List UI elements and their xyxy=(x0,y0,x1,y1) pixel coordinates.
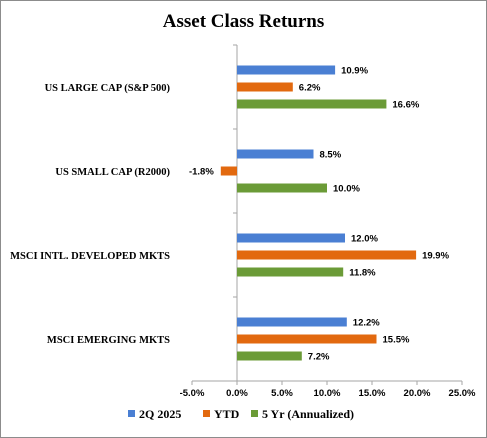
data-label: -1.8% xyxy=(189,167,214,178)
value-tick-label: 20.0% xyxy=(404,388,431,399)
legend-swatch xyxy=(128,410,135,417)
data-label: 19.9% xyxy=(422,251,449,262)
data-label: 12.2% xyxy=(353,318,380,329)
bar xyxy=(237,334,377,344)
chart-title: Asset Class Returns xyxy=(163,11,325,32)
value-tick-label: -5.0% xyxy=(180,388,205,399)
legend-swatch xyxy=(251,410,258,417)
bar xyxy=(237,317,347,327)
legend: 2Q 2025 YTD 5 Yr (Annualized) xyxy=(128,407,354,421)
data-label: 15.5% xyxy=(383,335,410,346)
data-label: 12.0% xyxy=(351,234,378,245)
bar xyxy=(237,250,417,260)
value-tick-label: 15.0% xyxy=(359,388,386,399)
legend-label: 2Q 2025 xyxy=(139,407,181,421)
bar xyxy=(237,149,314,159)
category-label: MSCI INTL. DEVELOPED MKTS xyxy=(10,251,170,262)
legend-label: 5 Yr (Annualized) xyxy=(262,407,354,421)
legend-swatch xyxy=(203,410,210,417)
data-label: 7.2% xyxy=(308,352,330,363)
bar xyxy=(237,99,387,109)
bar xyxy=(237,351,302,361)
bar xyxy=(237,65,336,75)
bar xyxy=(237,267,344,277)
legend-label: YTD xyxy=(214,407,240,421)
value-tick-label: 10.0% xyxy=(314,388,341,399)
data-label: 10.9% xyxy=(341,66,368,77)
plot-area: US LARGE CAP (S&P 500) 10.9% 6.2% 16.6% US S… xyxy=(10,44,476,399)
bar xyxy=(237,82,293,92)
bar xyxy=(237,233,345,243)
data-label: 16.6% xyxy=(392,100,419,111)
bar xyxy=(237,183,327,193)
value-tick-label: 0.0% xyxy=(226,388,248,399)
bar xyxy=(220,166,237,176)
data-label: 10.0% xyxy=(333,184,360,195)
category-label: US SMALL CAP (R2000) xyxy=(55,167,170,178)
data-label: 8.5% xyxy=(320,150,342,161)
category-label: MSCI EMERGING MKTS xyxy=(47,335,170,346)
value-tick-label: 5.0% xyxy=(271,388,293,399)
value-tick-label: 25.0% xyxy=(449,388,476,399)
data-label: 6.2% xyxy=(299,83,321,94)
category-label: US LARGE CAP (S&P 500) xyxy=(45,83,171,94)
data-label: 11.8% xyxy=(349,268,376,279)
